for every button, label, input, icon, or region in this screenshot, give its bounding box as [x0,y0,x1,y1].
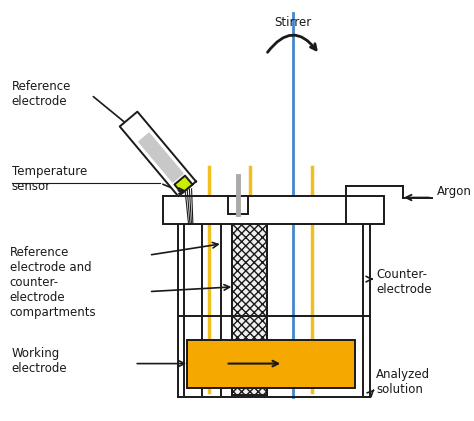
Text: Argon: Argon [437,185,472,198]
Bar [232,220,267,395]
Text: Analyzed
solution: Analyzed solution [376,368,430,397]
Bar [228,196,247,214]
Bar [163,196,384,224]
Polygon shape [120,112,196,196]
Text: Counter-
electrode: Counter- electrode [376,268,432,296]
Text: Reference
electrode and
counter-
electrode
compartments: Reference electrode and counter- electro… [9,246,96,320]
Text: Working
electrode: Working electrode [11,347,67,375]
Polygon shape [174,176,192,193]
Text: Reference
electrode: Reference electrode [11,80,71,109]
Bar [187,340,355,388]
Text: Temperature
sensor: Temperature sensor [11,165,87,193]
Polygon shape [139,133,183,182]
Text: Stirrer: Stirrer [274,16,311,29]
